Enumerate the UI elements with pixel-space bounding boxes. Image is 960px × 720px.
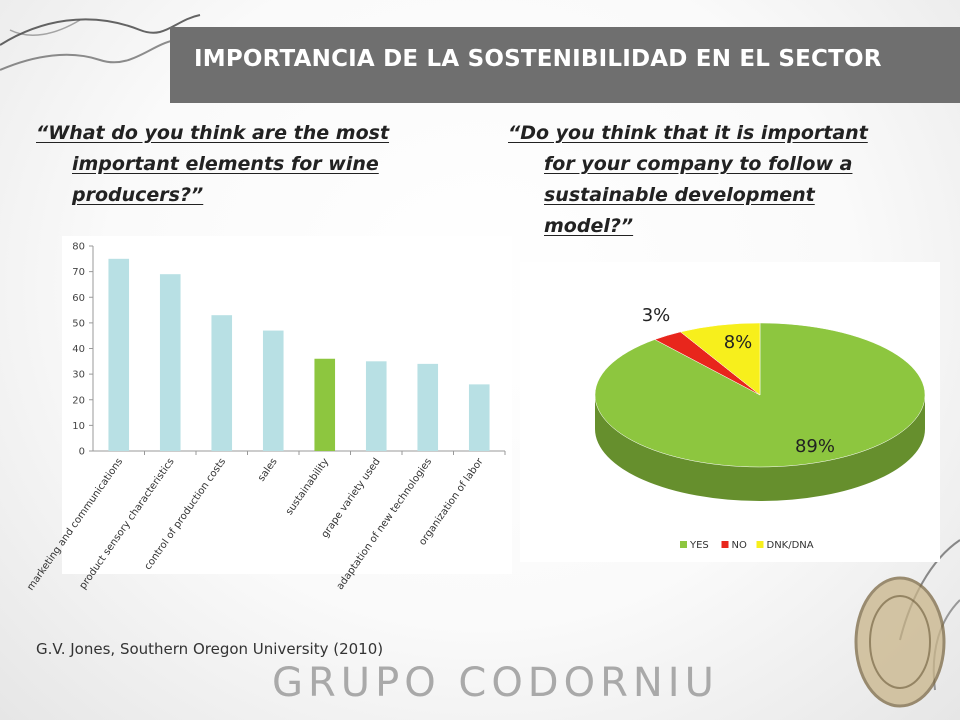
y-tick-label: 40 [72,344,85,355]
question-left-line-2: important elements for wine [72,153,379,175]
question-right: “Do you think that it is important for y… [508,118,938,242]
question-right-line-3: sustainable development [544,184,815,206]
citation: G.V. Jones, Southern Oregon University (… [36,640,384,658]
legend-swatch [721,541,729,548]
y-tick-label: 60 [72,293,85,304]
bar-adaptation-of-new-technologies [417,363,439,451]
legend-swatch [756,541,764,548]
y-tick-label: 50 [72,318,85,329]
title-bar: IMPORTANCIA DE LA SOSTENIBILIDAD EN EL S… [170,27,960,103]
bar-sales [262,330,284,451]
pie-side-yes [595,395,925,501]
question-right-line-4: model?” [544,215,634,237]
y-tick-label: 70 [72,267,85,278]
pie-slice-dnk-dna [679,322,761,396]
pie-label-yes: 89% [795,436,835,457]
y-tick-label: 30 [72,370,85,381]
page-title: IMPORTANCIA DE LA SOSTENIBILIDAD EN EL S… [194,46,882,72]
bar-product-sensory-characteristics [159,274,181,451]
legend-label: YES [689,540,709,551]
bar-marketing-and-communications [108,258,130,451]
question-left-line-1: “What do you think are the most [36,122,390,144]
question-left: “What do you think are the most importan… [36,118,466,211]
legend-label: NO [732,540,747,551]
legend-label: DNK/DNA [767,540,814,551]
brand-wordmark: GRUPO CODORNIU [272,660,719,706]
legend-swatch [680,541,687,548]
y-tick-label: 0 [79,447,85,458]
pie-label-dnk-dna: 8% [724,332,753,353]
pie-label-no: 3% [642,305,671,326]
y-tick-label: 80 [72,242,85,253]
bar-control-of-production-costs [211,315,233,451]
bar-grape-variety-used [365,361,387,451]
question-left-line-3: producers?” [72,184,204,206]
bar-sustainability [314,358,336,451]
question-right-line-1: “Do you think that it is important [508,122,868,144]
y-tick-label: 10 [72,421,85,432]
question-right-line-2: for your company to follow a [544,153,853,175]
bar-organization-of-labor [468,384,490,451]
y-tick-label: 20 [72,395,85,406]
